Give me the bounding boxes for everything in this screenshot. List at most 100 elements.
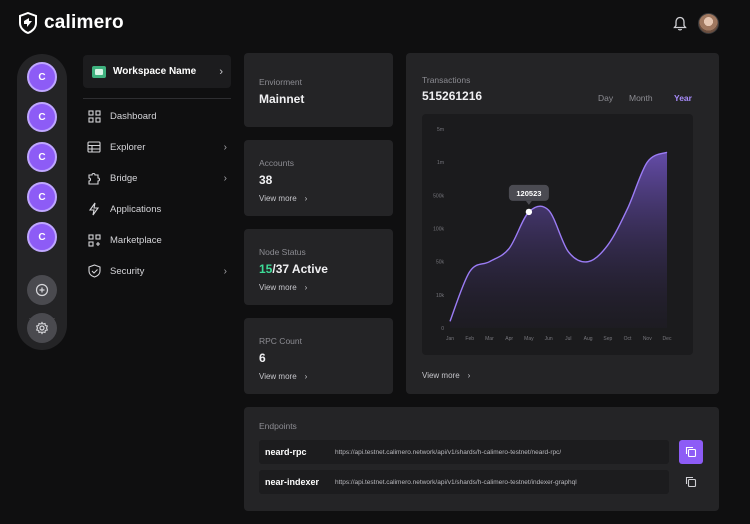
- nav-item-marketplace[interactable]: Marketplace: [87, 230, 227, 250]
- rail-node-4[interactable]: C: [27, 182, 57, 212]
- nav-item-bridge[interactable]: Bridge ›: [87, 168, 227, 188]
- accounts-card: Accounts 38 View more ›: [244, 140, 393, 216]
- workspace-selector[interactable]: Workspace Name ›: [83, 55, 231, 88]
- x-tick-label: Dec: [663, 336, 672, 342]
- copy-near-indexer-button[interactable]: [679, 470, 703, 494]
- nav-label-explorer: Explorer: [110, 141, 146, 153]
- y-tick-label: 5m: [437, 127, 444, 133]
- rail-node-5[interactable]: C: [27, 222, 57, 252]
- y-tick-label: 10k: [436, 293, 445, 299]
- y-tick-label: 1m: [437, 160, 444, 166]
- chevron-right-icon: ›: [304, 283, 308, 292]
- endpoint-url[interactable]: https://api.testnet.calimero.network/api…: [335, 448, 562, 456]
- range-year-button[interactable]: Year: [674, 93, 692, 103]
- copy-icon: [685, 476, 697, 488]
- range-day-button[interactable]: Day: [598, 93, 614, 103]
- accounts-value: 38: [259, 173, 273, 187]
- rpc-count-label: RPC Count: [259, 336, 302, 346]
- plus-circle-icon: [35, 283, 49, 297]
- user-avatar[interactable]: [698, 13, 719, 34]
- environment-label: Enviorment: [259, 77, 302, 87]
- node-status-card: Node Status 15/37 Active View more ›: [244, 229, 393, 305]
- active-node-count: 15: [259, 262, 273, 276]
- copy-neard-rpc-button[interactable]: [679, 440, 703, 464]
- nav-label-bridge: Bridge: [110, 172, 138, 184]
- shield-check-icon: [87, 264, 101, 278]
- transactions-chart: 0 10k 50k 100k 500k 1m 5m Jan Feb Mar Apr May Jun Jul…: [422, 114, 693, 355]
- rail-node-1[interactable]: C: [27, 62, 57, 92]
- transactions-value: 515261216: [422, 89, 483, 103]
- node-status-label: Node Status: [259, 247, 306, 257]
- puzzle-icon: [87, 171, 101, 185]
- chevron-right-icon: ›: [304, 372, 308, 381]
- chevron-right-icon: ›: [219, 65, 223, 78]
- chevron-right-icon: ›: [223, 141, 227, 153]
- x-tick-label: Mar: [485, 336, 494, 342]
- nav-label-marketplace: Marketplace: [110, 234, 162, 246]
- x-tick-label: Jul: [565, 336, 571, 342]
- calimero-logo-icon: [19, 12, 37, 34]
- workspace-icon: [92, 65, 106, 78]
- x-tick-label: Sep: [603, 336, 612, 342]
- accounts-label: Accounts: [259, 158, 294, 168]
- tooltip-point[interactable]: [525, 208, 533, 216]
- add-node-button[interactable]: [27, 275, 57, 305]
- nav-label-applications: Applications: [110, 203, 162, 215]
- bell-icon[interactable]: [671, 15, 689, 33]
- transactions-label: Transactions: [422, 75, 471, 85]
- chevron-right-icon: ›: [467, 371, 471, 380]
- endpoint-name: near-indexer: [265, 477, 320, 487]
- transactions-card: Transactions 515261216 Day Month Year 0 1…: [406, 53, 719, 394]
- chevron-right-icon: ›: [223, 265, 227, 277]
- chevron-right-icon: ›: [304, 194, 308, 203]
- rail-node-2[interactable]: C: [27, 102, 57, 132]
- x-tick-label: Feb: [465, 336, 474, 342]
- copy-icon: [685, 446, 697, 458]
- node-rail: C C C C C: [17, 54, 67, 350]
- rpc-view-more-link[interactable]: View more ›: [259, 372, 308, 381]
- x-tick-label: Aug: [584, 336, 593, 342]
- range-month-button[interactable]: Month: [629, 93, 653, 103]
- nav-label-dashboard: Dashboard: [110, 110, 157, 122]
- tooltip-bubble: [508, 184, 549, 201]
- app-logo[interactable]: calimero: [18, 12, 124, 34]
- accounts-view-more-link[interactable]: View more ›: [259, 194, 308, 203]
- x-tick-label: Oct: [624, 336, 632, 342]
- x-tick-label: May: [524, 336, 534, 342]
- x-tick-label: Jan: [446, 336, 454, 342]
- nav-divider: [83, 98, 231, 99]
- nav-item-dashboard[interactable]: Dashboard: [87, 106, 227, 126]
- x-tick-label: Jun: [545, 336, 553, 342]
- endpoint-name: neard-rpc: [265, 447, 307, 457]
- lightning-icon: [87, 202, 101, 216]
- nav-item-security[interactable]: Security ›: [87, 261, 227, 281]
- app-name: calimero: [44, 12, 124, 33]
- series-area: [450, 152, 667, 328]
- endpoints-card: Endpoints neard-rpc https://api.testnet.…: [244, 407, 719, 511]
- tooltip-value: 120523: [516, 189, 541, 198]
- nav-label-security: Security: [110, 265, 145, 277]
- transactions-chart-svg: 0 10k 50k 100k 500k 1m 5m Jan Feb Mar Apr May Jun Jul…: [433, 127, 672, 342]
- nav-item-explorer[interactable]: Explorer ›: [87, 137, 227, 157]
- total-node-count: /37 Active: [272, 262, 328, 276]
- nav-item-applications[interactable]: Applications: [87, 199, 227, 219]
- environment-value: Mainnet: [259, 92, 305, 106]
- endpoint-url[interactable]: https://api.testnet.calimero.network/api…: [335, 478, 577, 486]
- apps-add-icon: [87, 233, 101, 247]
- y-tick-label: 500k: [433, 193, 444, 199]
- chevron-right-icon: ›: [223, 172, 227, 184]
- rpc-count-value: 6: [259, 351, 266, 365]
- series-line: [449, 151, 668, 322]
- grid-icon: [87, 109, 101, 123]
- settings-button[interactable]: [27, 313, 57, 343]
- workspace-name: Workspace Name: [113, 66, 197, 77]
- environment-card: Enviorment Mainnet: [244, 53, 393, 127]
- server-icon: [87, 140, 101, 154]
- rpc-count-card: RPC Count 6 View more ›: [244, 318, 393, 394]
- node-status-view-more-link[interactable]: View more ›: [259, 283, 308, 292]
- rail-node-3[interactable]: C: [27, 142, 57, 172]
- endpoints-title: Endpoints: [259, 421, 297, 431]
- y-tick-label: 100k: [433, 227, 444, 233]
- endpoint-row-neard-rpc: neard-rpc https://api.testnet.calimero.n…: [259, 440, 669, 464]
- transactions-view-more-link[interactable]: View more ›: [422, 371, 471, 380]
